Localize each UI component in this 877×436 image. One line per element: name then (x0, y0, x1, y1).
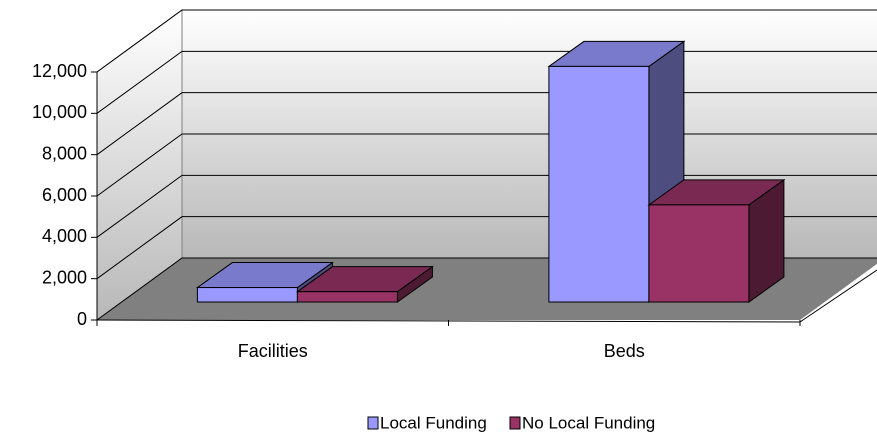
y-tick-label: 6,000 (42, 185, 87, 205)
legend-label: No Local Funding (522, 413, 655, 432)
y-tick-label: 10,000 (32, 102, 87, 122)
legend-swatch (367, 416, 379, 430)
floor-edge (799, 269, 877, 323)
x-tick-label: Beds (604, 341, 645, 361)
y-tick-label: 2,000 (42, 267, 87, 287)
plot (195, 40, 786, 303)
x-tick-label: Facilities (238, 341, 308, 361)
bar (548, 65, 650, 303)
bar (296, 291, 398, 303)
y-tick-label: 0 (77, 309, 87, 329)
bar (196, 287, 298, 303)
y-tick-label: 8,000 (42, 143, 87, 163)
y-tick-label: 12,000 (32, 61, 87, 81)
grid-line (96, 9, 877, 73)
legend-swatch (509, 416, 521, 430)
bar (648, 204, 750, 303)
legend-label: Local Funding (380, 413, 487, 432)
y-tick-label: 4,000 (42, 226, 87, 246)
